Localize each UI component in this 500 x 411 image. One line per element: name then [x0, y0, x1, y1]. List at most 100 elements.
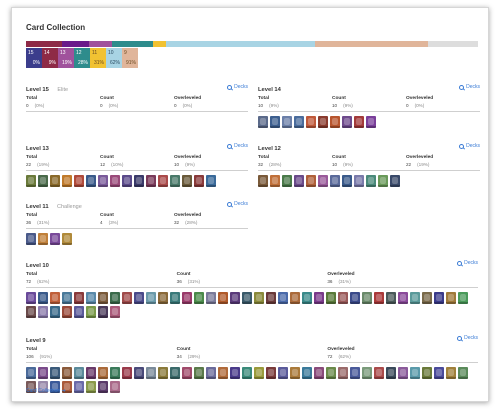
card-icon[interactable]	[206, 367, 216, 379]
card-icon[interactable]	[318, 175, 328, 187]
card-icon[interactable]	[62, 306, 72, 318]
card-icon[interactable]	[62, 292, 72, 304]
decks-link[interactable]: Decks	[457, 335, 478, 341]
card-icon[interactable]	[50, 175, 60, 187]
level-chip[interactable]: 15 0%	[26, 48, 42, 68]
card-icon[interactable]	[86, 367, 96, 379]
card-icon[interactable]	[398, 367, 408, 379]
card-icon[interactable]	[258, 116, 268, 128]
card-icon[interactable]	[74, 175, 84, 187]
card-icon[interactable]	[122, 175, 132, 187]
card-icon[interactable]	[182, 292, 192, 304]
card-icon[interactable]	[254, 367, 264, 379]
card-icon[interactable]	[110, 292, 120, 304]
card-icon[interactable]	[206, 175, 216, 187]
card-icon[interactable]	[318, 116, 328, 128]
card-icon[interactable]	[38, 306, 48, 318]
card-icon[interactable]	[242, 292, 252, 304]
card-icon[interactable]	[38, 367, 48, 379]
card-icon[interactable]	[302, 367, 312, 379]
card-icon[interactable]	[74, 367, 84, 379]
card-icon[interactable]	[270, 175, 280, 187]
card-icon[interactable]	[242, 367, 252, 379]
card-icon[interactable]	[278, 292, 288, 304]
card-icon[interactable]	[26, 381, 36, 393]
card-icon[interactable]	[302, 292, 312, 304]
card-icon[interactable]	[270, 116, 280, 128]
card-icon[interactable]	[62, 367, 72, 379]
card-icon[interactable]	[290, 292, 300, 304]
card-icon[interactable]	[278, 367, 288, 379]
card-icon[interactable]	[306, 175, 316, 187]
card-icon[interactable]	[110, 381, 120, 393]
card-icon[interactable]	[290, 367, 300, 379]
level-chip[interactable]: 9 91%	[122, 48, 138, 68]
card-icon[interactable]	[282, 175, 292, 187]
card-icon[interactable]	[74, 381, 84, 393]
card-icon[interactable]	[86, 175, 96, 187]
card-icon[interactable]	[434, 367, 444, 379]
card-icon[interactable]	[338, 292, 348, 304]
card-icon[interactable]	[26, 292, 36, 304]
decks-link[interactable]: Decks	[459, 143, 480, 149]
card-icon[interactable]	[390, 175, 400, 187]
card-icon[interactable]	[146, 292, 156, 304]
card-icon[interactable]	[330, 116, 340, 128]
level-chip[interactable]: 11 31%	[90, 48, 106, 68]
card-icon[interactable]	[254, 292, 264, 304]
card-icon[interactable]	[446, 367, 456, 379]
card-icon[interactable]	[326, 367, 336, 379]
decks-link[interactable]: Decks	[227, 201, 248, 207]
card-icon[interactable]	[134, 175, 144, 187]
card-icon[interactable]	[50, 306, 60, 318]
card-icon[interactable]	[110, 367, 120, 379]
card-icon[interactable]	[362, 367, 372, 379]
card-icon[interactable]	[410, 292, 420, 304]
card-icon[interactable]	[38, 381, 48, 393]
card-icon[interactable]	[98, 381, 108, 393]
level-chip[interactable]: 12 28%	[74, 48, 90, 68]
decks-link[interactable]: Decks	[459, 84, 480, 90]
card-icon[interactable]	[458, 292, 468, 304]
card-icon[interactable]	[26, 367, 36, 379]
card-icon[interactable]	[266, 367, 276, 379]
card-icon[interactable]	[282, 116, 292, 128]
card-icon[interactable]	[354, 116, 364, 128]
card-icon[interactable]	[182, 367, 192, 379]
card-icon[interactable]	[350, 367, 360, 379]
card-icon[interactable]	[26, 233, 36, 245]
card-icon[interactable]	[158, 175, 168, 187]
card-icon[interactable]	[194, 175, 204, 187]
card-icon[interactable]	[446, 292, 456, 304]
decks-link[interactable]: Decks	[227, 84, 248, 90]
card-icon[interactable]	[314, 367, 324, 379]
card-icon[interactable]	[398, 292, 408, 304]
card-collection-link[interactable]: Card Collection ➔	[26, 388, 66, 394]
level-chip[interactable]: 13 19%	[58, 48, 74, 68]
card-icon[interactable]	[230, 292, 240, 304]
card-icon[interactable]	[218, 292, 228, 304]
card-icon[interactable]	[122, 292, 132, 304]
card-icon[interactable]	[378, 175, 388, 187]
card-icon[interactable]	[350, 292, 360, 304]
card-icon[interactable]	[38, 175, 48, 187]
card-icon[interactable]	[158, 292, 168, 304]
decks-link[interactable]: Decks	[227, 143, 248, 149]
card-icon[interactable]	[194, 367, 204, 379]
card-icon[interactable]	[146, 367, 156, 379]
card-icon[interactable]	[50, 367, 60, 379]
card-icon[interactable]	[86, 292, 96, 304]
card-icon[interactable]	[110, 306, 120, 318]
card-icon[interactable]	[86, 306, 96, 318]
card-icon[interactable]	[366, 175, 376, 187]
card-icon[interactable]	[38, 233, 48, 245]
card-icon[interactable]	[434, 292, 444, 304]
card-icon[interactable]	[194, 292, 204, 304]
card-icon[interactable]	[326, 292, 336, 304]
card-icon[interactable]	[306, 116, 316, 128]
card-icon[interactable]	[410, 367, 420, 379]
card-icon[interactable]	[338, 367, 348, 379]
card-icon[interactable]	[422, 292, 432, 304]
card-icon[interactable]	[62, 381, 72, 393]
card-icon[interactable]	[366, 116, 376, 128]
